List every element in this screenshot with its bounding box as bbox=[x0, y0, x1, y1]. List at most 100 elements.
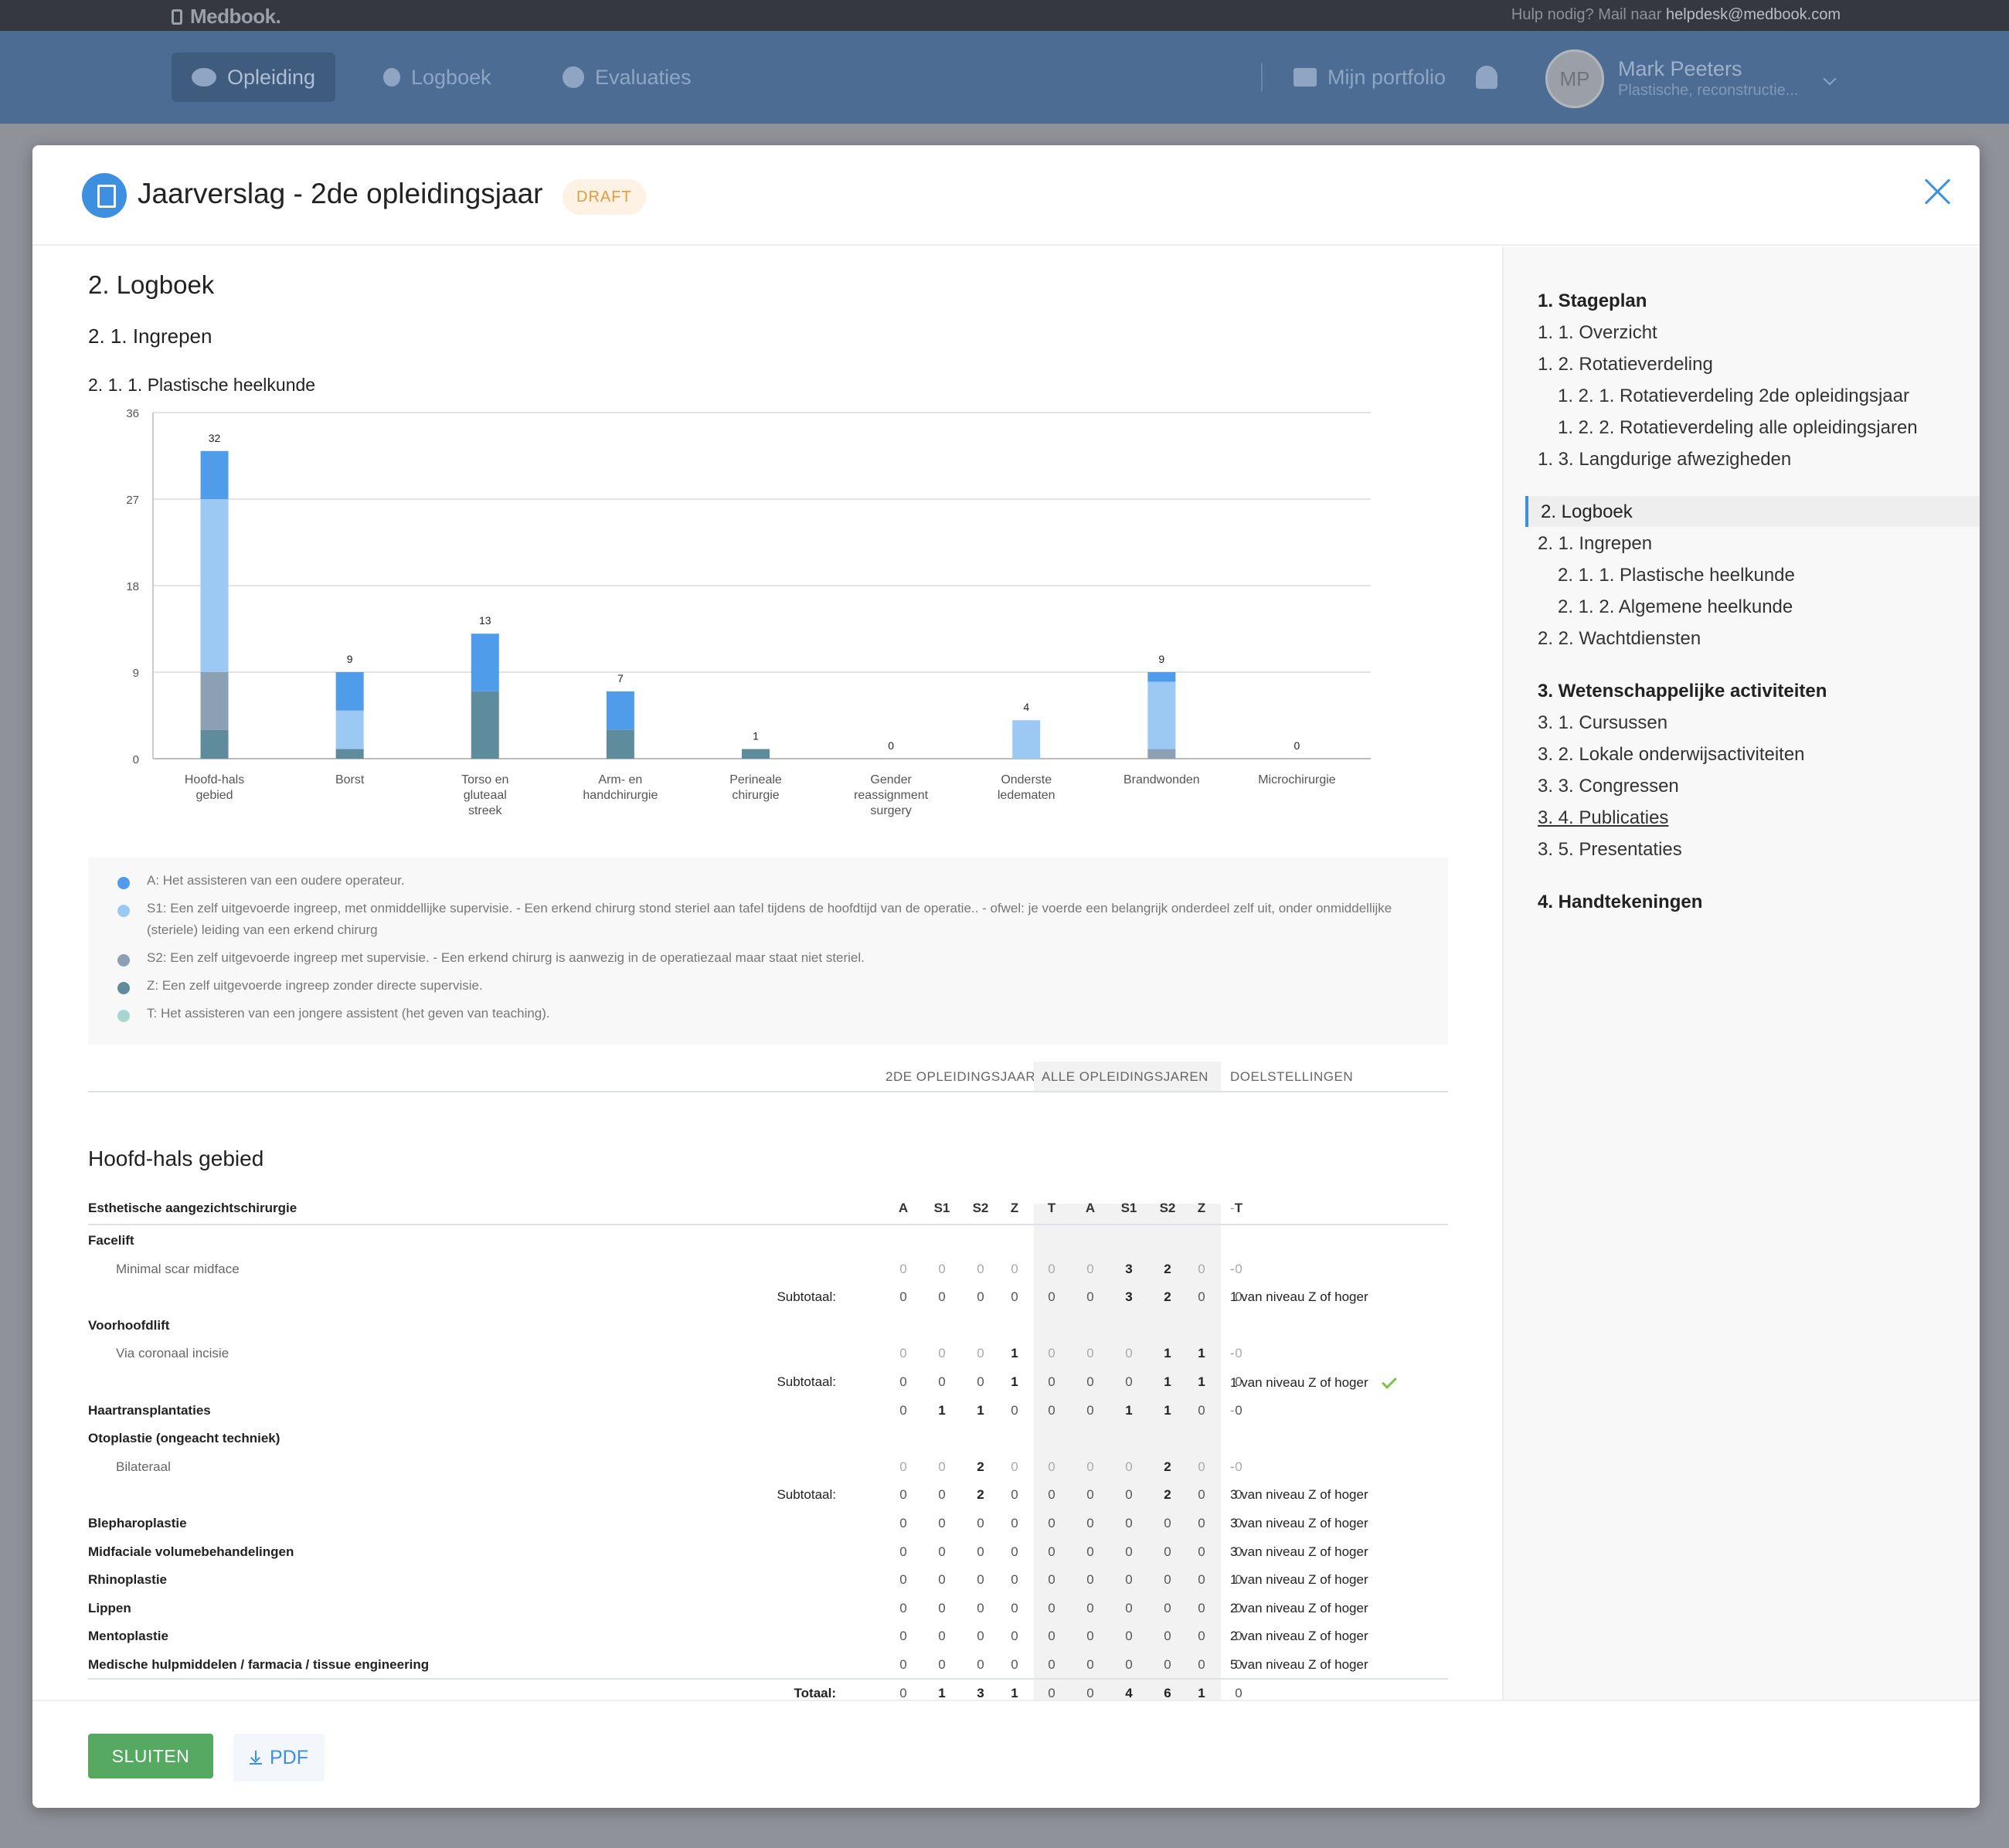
count-cell: 0 bbox=[1164, 1600, 1171, 1615]
legend-dot-icon bbox=[117, 1010, 130, 1022]
count-cell: 1 bbox=[1011, 1374, 1018, 1389]
check-circle-icon bbox=[563, 66, 584, 88]
close-icon[interactable] bbox=[1918, 173, 1956, 212]
count-cell: 0 bbox=[977, 1544, 984, 1559]
goal-value: 2 van niveau Z of hoger bbox=[1230, 1629, 1368, 1644]
count-cell: 0 bbox=[1048, 1261, 1055, 1276]
toc-item[interactable]: 1. 2. 2. Rotatieverdeling alle opleiding… bbox=[1558, 417, 1918, 438]
table-row: Via coronaal incisie 0 0 0 1 0 0 0 1 1 0- bbox=[88, 1340, 1448, 1367]
toc-item[interactable]: 1. 2. 1. Rotatieverdeling 2de opleidings… bbox=[1558, 386, 1909, 406]
count-cell: 0 bbox=[1048, 1459, 1055, 1474]
toc-item[interactable]: 2. 2. Wachtdiensten bbox=[1538, 628, 1701, 649]
count-cell: 1 bbox=[1164, 1346, 1171, 1361]
bar-segment-a bbox=[200, 450, 229, 499]
count-cell: 0 bbox=[1086, 1459, 1094, 1474]
bell-icon bbox=[1476, 66, 1497, 89]
medbook-logo[interactable]: Medbook. bbox=[172, 5, 281, 29]
toc-item[interactable]: 1. 1. Overzicht bbox=[1538, 322, 1657, 343]
toc-item[interactable]: 3. 5. Presentaties bbox=[1538, 839, 1682, 860]
bar-total-label: 0 bbox=[1294, 739, 1300, 752]
report-modal: Jaarverslag - 2de opleidingsjaar DRAFT 2… bbox=[32, 145, 1980, 1808]
bar-segment-a bbox=[1147, 672, 1176, 682]
count-cell: 0 bbox=[938, 1459, 946, 1474]
bar-segment-s2 bbox=[1147, 749, 1176, 759]
count-cell: 0 bbox=[899, 1487, 907, 1503]
bar-segment-s1 bbox=[335, 710, 364, 749]
x-tick-label: Onderste ledematen bbox=[998, 773, 1055, 802]
toc-item[interactable]: 1. 3. Langdurige afwezigheden bbox=[1538, 449, 1792, 470]
user-name[interactable]: Mark Peeters bbox=[1618, 57, 1742, 80]
toc-item[interactable]: 3. Wetenschappelijke activiteiten bbox=[1538, 681, 1827, 701]
table-row: Otoplastie (ongeacht techniek) bbox=[88, 1425, 1448, 1452]
chevron-down-icon[interactable] bbox=[1823, 72, 1837, 86]
count-cell: 0 bbox=[1235, 1544, 1242, 1559]
count-cell: 0 bbox=[1086, 1487, 1094, 1503]
toc-item[interactable]: 3. 3. Congressen bbox=[1538, 776, 1679, 797]
bar-segment-z bbox=[335, 749, 364, 759]
column-level-header: T bbox=[1047, 1201, 1056, 1215]
toc-item[interactable]: 3. 1. Cursussen bbox=[1538, 712, 1668, 733]
close-button[interactable]: SLUITEN bbox=[88, 1734, 213, 1778]
column-level-header: S1 bbox=[933, 1201, 950, 1215]
toc-item[interactable]: 3. 4. Publicaties bbox=[1538, 807, 1669, 828]
count-cell: 0 bbox=[1198, 1261, 1205, 1276]
help-email-link[interactable]: helpdesk@medbook.com bbox=[1666, 6, 1841, 23]
report-content[interactable]: 2. Logboek 2. 1. Ingrepen 2. 1. 1. Plast… bbox=[32, 247, 1501, 1700]
count-cell: 0 bbox=[1235, 1600, 1242, 1615]
toc-item[interactable]: 2. Logboek bbox=[1541, 501, 1633, 522]
count-cell: 0 bbox=[1086, 1544, 1094, 1559]
y-tick-label: 36 bbox=[126, 407, 139, 420]
y-tick-label: 9 bbox=[133, 667, 139, 680]
count-cell: 4 bbox=[1125, 1685, 1133, 1700]
count-cell: 0 bbox=[1011, 1459, 1018, 1474]
goal-value: 2 van niveau Z of hoger bbox=[1230, 1600, 1368, 1615]
column-header-goals: DOELSTELLINGEN bbox=[1230, 1069, 1354, 1084]
toc-item[interactable]: 1. 2. Rotatieverdeling bbox=[1538, 354, 1713, 375]
count-cell: 0 bbox=[1048, 1629, 1055, 1644]
toc-item[interactable]: 2. 1. Ingrepen bbox=[1538, 533, 1653, 554]
bar-total-label: 9 bbox=[347, 653, 353, 665]
table-row: Minimal scar midface 0 0 0 0 0 0 3 2 0 0- bbox=[88, 1255, 1448, 1283]
goal-value: 3 van niveau Z of hoger bbox=[1230, 1516, 1368, 1530]
count-cell: 0 bbox=[1235, 1657, 1242, 1672]
check-icon bbox=[1381, 1374, 1397, 1389]
toc-item[interactable]: 3. 2. Lokale onderwijsactiviteiten bbox=[1538, 744, 1805, 765]
stethoscope-icon bbox=[383, 68, 400, 87]
pdf-button[interactable]: PDF bbox=[233, 1734, 325, 1782]
toc-item[interactable]: 4. Handtekeningen bbox=[1538, 892, 1703, 912]
x-tick-label: Microchirurgie bbox=[1258, 773, 1336, 786]
help-prefix: Hulp nodig? Mail naar bbox=[1511, 6, 1667, 23]
column-header-all-years: ALLE OPLEIDINGSJAREN bbox=[1034, 1062, 1221, 1092]
count-cell: 0 bbox=[1048, 1572, 1055, 1588]
count-cell: 0 bbox=[1011, 1516, 1018, 1530]
count-cell: 1 bbox=[1125, 1402, 1133, 1418]
count-cell: 0 bbox=[1125, 1544, 1133, 1559]
procedures-bar-chart: 0 9 18 27 36 32 Hoofd-hals gebied 9 Borst 13 Torso … bbox=[126, 407, 1371, 817]
toc-item[interactable]: 2. 1. 1. Plastische heelkunde bbox=[1558, 565, 1795, 586]
column-header-year: 2DE OPLEIDINGSJAAR bbox=[886, 1069, 1036, 1084]
count-cell: 0 bbox=[977, 1346, 984, 1361]
count-cell: 0 bbox=[1198, 1516, 1205, 1530]
avatar[interactable]: MP bbox=[1545, 49, 1604, 108]
count-cell: 0 bbox=[977, 1374, 984, 1389]
nav-evaluaties[interactable]: Evaluaties bbox=[542, 53, 712, 102]
x-tick-label: Borst bbox=[335, 773, 365, 786]
bar-segment-a bbox=[335, 672, 364, 711]
legend-text: Z: Een zelf uitgevoerde ingreep zonder d… bbox=[147, 978, 483, 993]
nav-opleiding[interactable]: Opleiding bbox=[172, 53, 336, 102]
bar-total-label: 7 bbox=[617, 672, 624, 685]
goal-value: 3 van niveau Z of hoger bbox=[1230, 1544, 1368, 1559]
download-icon bbox=[250, 1751, 262, 1765]
table-section-title: Hoofd-hals gebied bbox=[88, 1147, 264, 1170]
count-cell: 0 bbox=[977, 1572, 984, 1588]
toc-item[interactable]: 2. 1. 2. Algemene heelkunde bbox=[1558, 596, 1793, 617]
nav-portfolio[interactable]: Mijn portfolio bbox=[1273, 53, 1466, 102]
nav-logboek[interactable]: Logboek bbox=[363, 53, 512, 102]
toc-item[interactable]: 1. Stageplan bbox=[1538, 290, 1647, 311]
notifications-button[interactable] bbox=[1476, 53, 1508, 102]
count-cell: 0 bbox=[938, 1600, 946, 1615]
count-cell: 1 bbox=[977, 1402, 984, 1418]
column-level-header: S2 bbox=[972, 1201, 989, 1215]
count-cell: 0 bbox=[899, 1685, 907, 1700]
row-label: Subtotaal: bbox=[777, 1289, 836, 1305]
